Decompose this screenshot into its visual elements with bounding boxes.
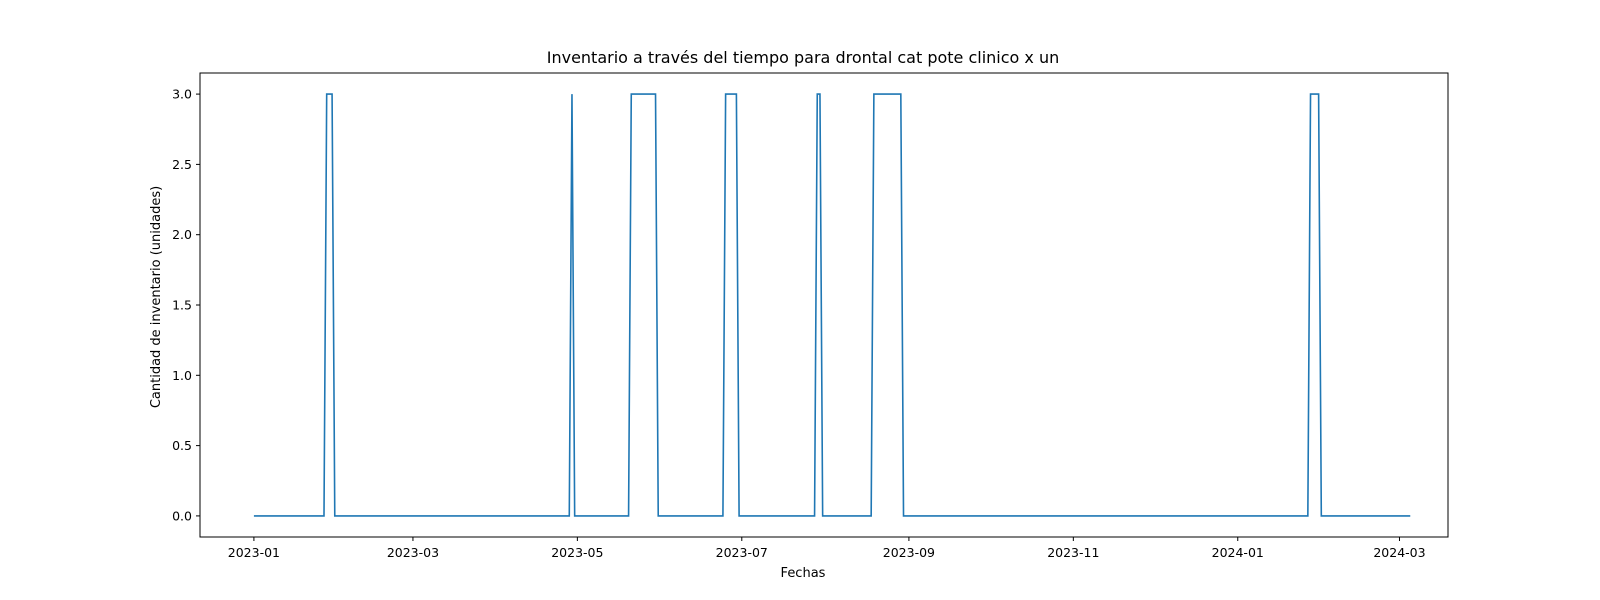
y-axis-label: Cantidad de inventario (unidades) bbox=[149, 186, 164, 408]
x-tick-label: 2023-05 bbox=[551, 545, 603, 560]
x-tick-label: 2023-07 bbox=[716, 545, 768, 560]
y-tick-label: 1.5 bbox=[172, 298, 192, 313]
x-tick-label: 2023-01 bbox=[228, 545, 280, 560]
y-tick-label: 0.0 bbox=[172, 508, 192, 523]
plot-frame bbox=[199, 72, 1449, 538]
y-tick-label: 3.0 bbox=[172, 87, 192, 102]
y-tick-label: 0.5 bbox=[172, 438, 192, 453]
series-line-0 bbox=[253, 93, 1411, 517]
x-axis-label: Fechas bbox=[781, 566, 826, 581]
x-tick-label: 2023-11 bbox=[1047, 545, 1099, 560]
x-tick-label: 2024-01 bbox=[1212, 545, 1264, 560]
x-tick-label: 2023-03 bbox=[387, 545, 439, 560]
y-tick-label: 2.0 bbox=[172, 227, 192, 242]
y-tick-label: 1.0 bbox=[172, 368, 192, 383]
y-tick-label: 2.5 bbox=[172, 157, 192, 172]
x-tick-label: 2023-09 bbox=[883, 545, 935, 560]
plot-area: 0.0 0.5 1.0 1.5 2.0 2.5 3.0 2023-01 2023-03 2023-… bbox=[172, 72, 1449, 560]
x-tick-label: 2024-03 bbox=[1373, 545, 1425, 560]
chart-title: Inventario a través del tiempo para dron… bbox=[547, 48, 1060, 67]
